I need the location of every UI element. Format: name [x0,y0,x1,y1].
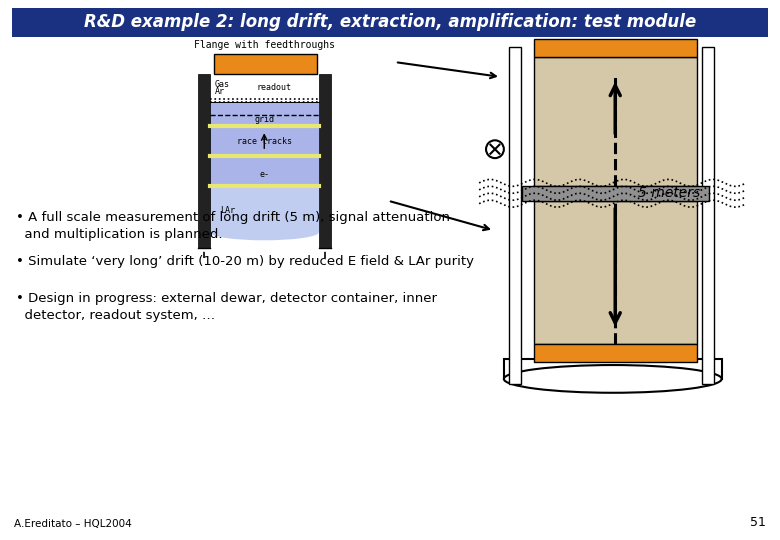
Text: Gas: Gas [215,80,230,89]
Bar [522,186,709,201]
Text: 5 meters: 5 meters [637,186,700,200]
Bar [534,39,697,57]
Bar [534,345,697,362]
Text: e-: e- [259,171,269,179]
Ellipse shape [210,225,319,240]
Text: grid: grid [254,115,275,124]
Text: Flange with feedthroughs: Flange with feedthroughs [193,40,335,50]
Bar [12,8,768,37]
Bar [702,47,714,384]
Bar [210,186,319,232]
Text: • A full scale measurement of long drift (5 m), signal attenuation
  and multipl: • A full scale measurement of long drift… [16,211,450,241]
Text: race tracks: race tracks [237,137,292,146]
Bar [198,74,210,248]
Bar [210,156,319,186]
Text: A.Ereditato – HQL2004: A.Ereditato – HQL2004 [14,519,132,529]
Bar [534,201,697,345]
Bar [210,102,319,126]
Text: • Design in progress: external dewar, detector container, inner
  detector, read: • Design in progress: external dewar, de… [16,292,437,322]
Ellipse shape [504,365,722,393]
Bar [214,54,317,74]
Text: 51: 51 [750,516,766,529]
Bar [509,47,521,384]
Bar [210,74,319,102]
Text: R&D example 2: long drift, extraction, amplification: test module: R&D example 2: long drift, extraction, a… [84,14,696,31]
Circle shape [486,140,504,158]
Bar [210,126,319,156]
Bar [534,57,697,186]
Text: Ar: Ar [215,87,225,96]
Text: • Simulate ‘very long’ drift (10-20 m) by reduced E field & LAr purity: • Simulate ‘very long’ drift (10-20 m) b… [16,255,473,268]
Text: readout: readout [257,83,292,92]
Bar [504,359,722,379]
Bar [319,74,331,248]
Text: LAr: LAr [220,206,235,215]
